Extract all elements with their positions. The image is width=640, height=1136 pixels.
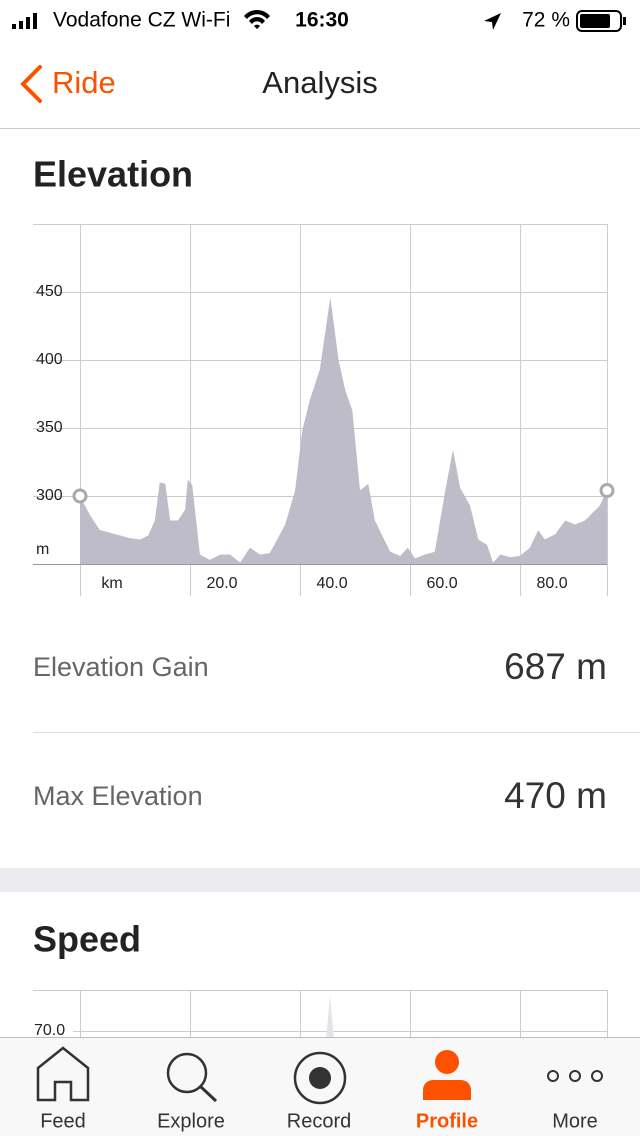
section-title: Speed: [33, 919, 141, 960]
stat-value: 687 m: [504, 646, 607, 687]
tabs: Feed Explore Record Profile More: [40, 1110, 598, 1132]
tab-label[interactable]: Feed: [40, 1110, 86, 1132]
tab-icon: [423, 1080, 471, 1100]
speed-area: [326, 995, 334, 1040]
elevation-area: [80, 297, 607, 564]
nav-title: Analysis: [262, 65, 377, 100]
x-tick-label: 20.0: [206, 575, 237, 592]
signal: [12, 13, 37, 29]
x-tick-label: km: [101, 575, 122, 592]
tab-label[interactable]: Explore: [157, 1110, 225, 1132]
x-tick-label: 40.0: [316, 575, 347, 592]
battery-tip: [623, 17, 626, 25]
stat-value: 470 m: [504, 775, 607, 816]
y-tick-label: 350: [36, 419, 63, 436]
section-gap: [0, 868, 640, 892]
stat-label: Elevation Gain: [33, 652, 209, 682]
stat-label: Max Elevation: [33, 781, 203, 811]
label-bg: [33, 1022, 73, 1040]
tab-icon: [166, 1052, 208, 1094]
y-tick-label: 300: [36, 487, 63, 504]
battery-level: [580, 14, 610, 28]
tab-label[interactable]: More: [552, 1110, 598, 1132]
range-handle: [72, 488, 88, 504]
range-handle: [599, 483, 615, 499]
tab-label[interactable]: Record: [287, 1110, 351, 1132]
x-tick-label: 60.0: [426, 575, 457, 592]
y-tick-label: 400: [36, 351, 63, 368]
back-button[interactable]: Ride: [20, 65, 116, 103]
carrier: Vodafone CZ Wi-Fi: [53, 9, 230, 32]
section-title: Elevation: [33, 154, 193, 195]
speed-chart: [33, 990, 608, 1040]
tab-icon: [309, 1067, 331, 1089]
battery: [576, 10, 622, 32]
back-chevron: [20, 65, 42, 103]
wifi-icon: [244, 9, 270, 29]
x-tick-label: 80.0: [537, 575, 568, 592]
tab-icon: [435, 1050, 459, 1074]
y-tick-label: 70.0: [34, 1022, 65, 1039]
tab-label[interactable]: Profile: [416, 1110, 478, 1132]
tab-icon: [199, 1085, 218, 1103]
tab-icon: [36, 1046, 90, 1102]
y-tick-label: m: [36, 541, 49, 558]
tab-icon: [547, 1070, 603, 1082]
back-label[interactable]: Ride: [52, 65, 116, 100]
elevation-chart: m 300 350 400 450 km 20.0 40.0 60.0 80.0: [33, 224, 615, 596]
tab-icon: [293, 1051, 347, 1105]
time: 16:30: [295, 9, 349, 32]
location-icon: [484, 13, 501, 30]
y-tick-label: 450: [36, 283, 63, 300]
battery-text: 72 %: [522, 9, 570, 32]
